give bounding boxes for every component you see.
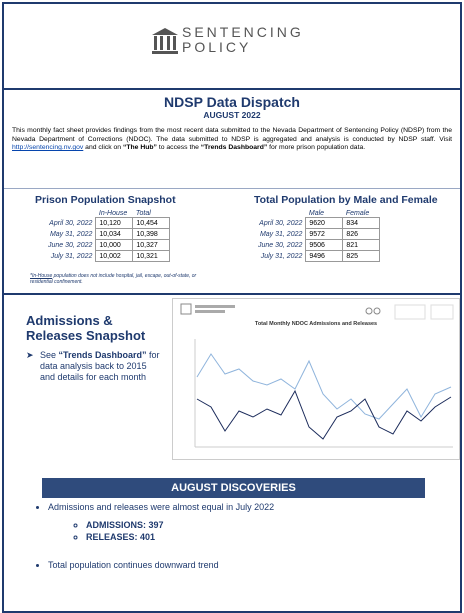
title: NDSP Data Dispatch: [164, 94, 300, 110]
prison-table: In-House Total April 30, 2022 10,120 10,454 M…: [45, 210, 171, 262]
header-cell: Male: [308, 210, 325, 217]
logo-line: POLICY: [182, 39, 252, 55]
value-cell: 10,327: [132, 239, 171, 251]
text: “Trends Dashboard”: [200, 144, 268, 151]
value-cell: 9496: [305, 250, 344, 262]
text: This monthly fact sheet provides finding…: [12, 127, 452, 143]
legend-icon: [365, 307, 373, 315]
row: June 30, 2022 10,000 10,327: [45, 239, 171, 251]
value-cell: 834: [342, 217, 381, 229]
section-title: Admissions & Releases Snapshot: [26, 313, 146, 343]
date-cell: May 31, 2022: [259, 230, 303, 238]
gender-table: Male Female April 30, 2022 9620 834 May 31, 2…: [255, 210, 381, 262]
chart-graphic: Total Monthly NDOC Admissions and Releas…: [180, 303, 454, 448]
intro: This monthly fact sheet provides finding…: [12, 127, 452, 153]
text: See: [40, 350, 59, 360]
legend-icon: [373, 307, 381, 315]
value-cell: 9572: [305, 228, 344, 240]
text: for data analysis back to 2015 and detai…: [40, 350, 160, 382]
text: for more prison population data.: [267, 144, 366, 151]
value-cell: 10,002: [95, 250, 134, 262]
date-cell: April 30, 2022: [49, 219, 93, 227]
text: population does not include hospital, ja…: [30, 273, 197, 285]
bullet: Total population continues downward tren…: [48, 560, 448, 570]
text: *In-House: [30, 273, 53, 279]
logo-icon: [152, 28, 178, 54]
header-cell: Female: [345, 210, 370, 217]
divider: [4, 188, 460, 189]
date-cell: July 31, 2022: [50, 252, 93, 260]
value-cell: 9506: [305, 239, 344, 251]
logo-line: SENTENCING: [182, 24, 304, 40]
value-cell: 10,398: [132, 228, 171, 240]
text: to access the: [156, 144, 201, 151]
section-title: Prison Population Snapshot: [35, 194, 176, 206]
banner: AUGUST DISCOVERIES: [42, 478, 425, 498]
divider: [4, 88, 460, 90]
discoveries-list: Admissions and releases were almost equa…: [8, 498, 448, 574]
date-cell: May 31, 2022: [49, 230, 93, 238]
date-cell: April 30, 2022: [259, 219, 303, 227]
row: June 30, 2022 9506 821: [255, 239, 381, 251]
value-cell: 826: [342, 228, 381, 240]
footnote: *In-House population does not include ho…: [30, 273, 220, 285]
legend-box: [394, 304, 426, 320]
header-cell: [45, 210, 96, 218]
row: April 30, 2022 9620 834: [255, 217, 381, 229]
row: May 31, 2022 9572 826: [255, 228, 381, 240]
chart-image: Total Monthly NDOC Admissions and Releas…: [172, 298, 460, 460]
subtitle: AUGUST 2022: [203, 110, 261, 120]
value-cell: 821: [342, 239, 381, 251]
row: July 31, 2022 10,002 10,321: [45, 250, 171, 262]
chart-title: Total Monthly NDOC Admissions and Releas…: [255, 321, 377, 327]
section-title: Total Population by Male and Female: [254, 194, 438, 206]
text: and click on: [83, 144, 123, 151]
logo-mini: [195, 310, 225, 313]
logo-mini: [195, 305, 235, 308]
value-cell: 10,321: [132, 250, 171, 262]
legend-box: [430, 304, 454, 320]
bullet-text: See “Trends Dashboard” for data analysis…: [28, 350, 160, 383]
bullet: Admissions and releases were almost equa…: [48, 502, 448, 512]
row: May 31, 2022 10,034 10,398: [45, 228, 171, 240]
releases-line: [196, 353, 452, 420]
date-cell: July 31, 2022: [260, 252, 303, 260]
date-cell: June 30, 2022: [258, 241, 303, 249]
value-cell: 10,454: [132, 217, 171, 229]
value-cell: 10,120: [95, 217, 134, 229]
sub-list: ADMISSIONS: 397 RELEASES: 401: [48, 520, 448, 542]
value-cell: 10,000: [95, 239, 134, 251]
date-cell: June 30, 2022: [48, 241, 93, 249]
logo-text: SENTENCING POLICY: [182, 25, 304, 55]
header-cell: Total: [135, 210, 151, 217]
header-row: In-House Total: [45, 210, 170, 218]
sub-bullet: RELEASES: 401: [86, 532, 448, 542]
value-cell: 10,034: [95, 228, 134, 240]
header-cell: [255, 210, 306, 218]
sub-bullet: ADMISSIONS: 397: [86, 520, 448, 530]
text: “Trends Dashboard”: [58, 350, 147, 360]
header-row: Male Female: [255, 210, 380, 218]
divider: [4, 293, 460, 295]
row: April 30, 2022 10,120 10,454: [45, 217, 171, 229]
row: July 31, 2022 9496 825: [255, 250, 381, 262]
text: “The Hub”: [122, 144, 157, 151]
bullet: ➤ See “Trends Dashboard” for data analys…: [26, 350, 160, 383]
logo-mini: [180, 303, 192, 315]
value-cell: 9620: [305, 217, 344, 229]
value-cell: 825: [342, 250, 381, 262]
admissions-line: [196, 389, 452, 440]
arrow: ➤: [26, 350, 34, 360]
link[interactable]: http://sentencing.nv.gov: [12, 144, 84, 151]
header-cell: In-House: [98, 210, 128, 217]
